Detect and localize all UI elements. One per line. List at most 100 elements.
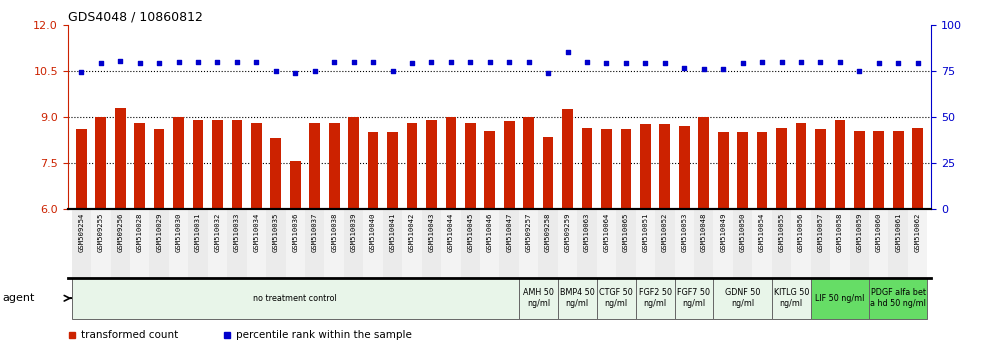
Point <box>909 60 925 65</box>
Bar <box>815 129 826 209</box>
Bar <box>305 209 325 278</box>
Point <box>366 59 381 64</box>
Bar <box>364 209 382 278</box>
Bar <box>713 278 772 319</box>
Point <box>501 59 517 64</box>
Text: GSM510032: GSM510032 <box>214 212 220 252</box>
Bar <box>888 209 908 278</box>
Text: BMP4 50
ng/ml: BMP4 50 ng/ml <box>560 288 595 308</box>
Bar <box>271 138 281 209</box>
Bar <box>892 131 903 209</box>
Bar <box>752 209 772 278</box>
Bar <box>870 278 927 319</box>
Bar <box>873 131 884 209</box>
Text: PDGF alfa bet
a hd 50 ng/ml: PDGF alfa bet a hd 50 ng/ml <box>871 288 926 308</box>
Bar <box>310 123 320 209</box>
Text: GSM510063: GSM510063 <box>584 212 590 252</box>
Bar <box>344 209 364 278</box>
Point <box>287 70 303 76</box>
Bar <box>635 209 655 278</box>
Point <box>774 59 790 64</box>
Point <box>560 50 576 55</box>
Text: GSM510054: GSM510054 <box>759 212 765 252</box>
Bar <box>72 209 91 278</box>
Bar <box>562 109 573 209</box>
Bar <box>499 209 519 278</box>
Bar <box>854 131 865 209</box>
Bar <box>698 117 709 209</box>
Point <box>482 59 498 64</box>
Bar <box>402 209 421 278</box>
Bar <box>679 126 689 209</box>
Point <box>579 59 595 64</box>
Bar <box>111 209 129 278</box>
Bar <box>796 123 807 209</box>
Point <box>696 67 712 72</box>
Text: GSM510037: GSM510037 <box>312 212 318 252</box>
Bar <box>212 120 223 209</box>
Bar <box>597 278 635 319</box>
Text: GSM510028: GSM510028 <box>136 212 142 252</box>
Point <box>209 59 225 64</box>
Text: GSM510052: GSM510052 <box>661 212 667 252</box>
Bar <box>290 161 301 209</box>
Text: AMH 50
ng/ml: AMH 50 ng/ml <box>523 288 554 308</box>
Point <box>190 59 206 64</box>
Bar <box>96 117 107 209</box>
Point <box>346 59 362 64</box>
Bar <box>406 123 417 209</box>
Text: GSM510039: GSM510039 <box>351 212 357 252</box>
Text: GSM510042: GSM510042 <box>409 212 415 252</box>
Point <box>540 70 556 76</box>
Point <box>618 60 633 65</box>
Bar <box>480 209 499 278</box>
Bar <box>655 209 674 278</box>
Bar <box>737 132 748 209</box>
Point <box>890 60 906 65</box>
Text: KITLG 50
ng/ml: KITLG 50 ng/ml <box>774 288 809 308</box>
Bar <box>811 278 870 319</box>
Bar <box>558 209 578 278</box>
Bar <box>188 209 208 278</box>
Point <box>151 60 167 65</box>
Text: GDNF 50
ng/ml: GDNF 50 ng/ml <box>725 288 760 308</box>
Text: GSM510047: GSM510047 <box>506 212 512 252</box>
Bar <box>519 278 558 319</box>
Bar <box>582 127 593 209</box>
Bar <box>850 209 870 278</box>
Bar <box>523 117 534 209</box>
Text: GSM510038: GSM510038 <box>332 212 338 252</box>
Point <box>443 59 459 64</box>
Bar <box>153 129 164 209</box>
Bar <box>169 209 188 278</box>
Text: agent: agent <box>2 293 35 303</box>
Text: GSM510049: GSM510049 <box>720 212 726 252</box>
Text: GSM510046: GSM510046 <box>487 212 493 252</box>
Bar <box>635 278 674 319</box>
Text: GSM509256: GSM509256 <box>118 212 124 252</box>
Bar <box>640 125 650 209</box>
Bar <box>266 209 286 278</box>
Point <box>637 60 653 66</box>
Text: GSM510061: GSM510061 <box>895 212 901 252</box>
Bar <box>558 278 597 319</box>
Point <box>327 59 343 64</box>
Bar <box>247 209 266 278</box>
Text: GSM510062: GSM510062 <box>914 212 920 252</box>
Bar <box>830 209 850 278</box>
Point <box>599 60 615 65</box>
Text: percentile rank within the sample: percentile rank within the sample <box>236 330 412 339</box>
Text: transformed count: transformed count <box>81 330 178 339</box>
Text: GSM510043: GSM510043 <box>428 212 434 252</box>
Text: GSM510040: GSM510040 <box>371 212 376 252</box>
Point <box>852 68 868 74</box>
Text: GSM510044: GSM510044 <box>448 212 454 252</box>
Bar <box>91 209 111 278</box>
Point <box>423 59 439 64</box>
Bar <box>465 123 476 209</box>
Text: GSM510053: GSM510053 <box>681 212 687 252</box>
Bar <box>460 209 480 278</box>
Text: GSM509255: GSM509255 <box>98 212 104 252</box>
Bar <box>713 209 733 278</box>
Bar <box>325 209 344 278</box>
